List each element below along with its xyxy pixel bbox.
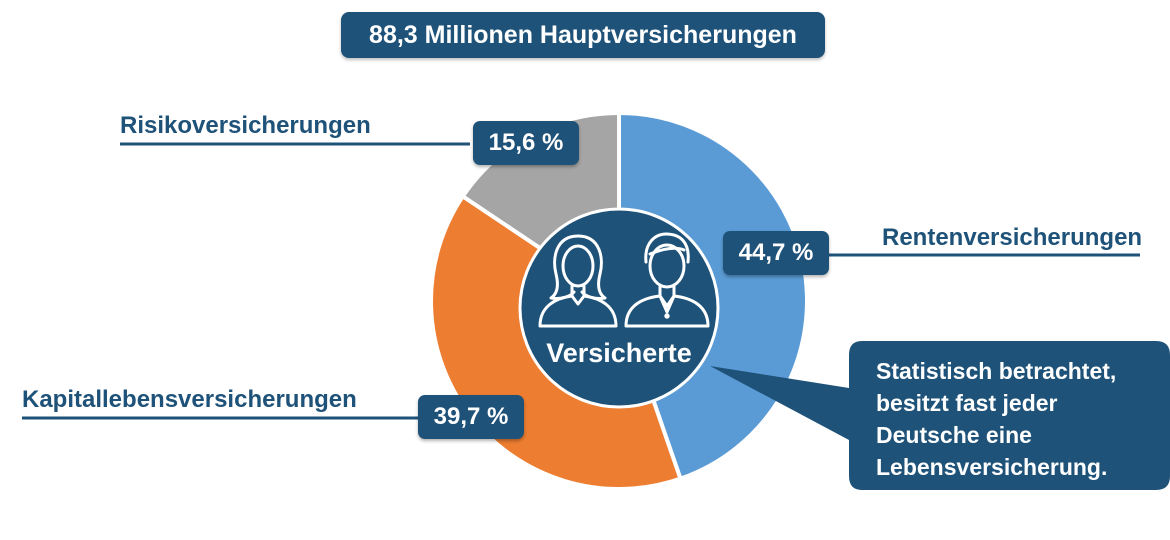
category-label-risiko: Risikoversicherungen bbox=[120, 112, 371, 139]
callout-line-3: Deutsche eine bbox=[876, 422, 1032, 448]
callout-text: Statistisch betrachtet, besitzt fast jed… bbox=[876, 355, 1156, 483]
category-label-renten: Rentenversicherungen bbox=[882, 224, 1143, 251]
chart-title: 88,3 Millionen Hauptversicherungen bbox=[341, 12, 825, 58]
woman-icon bbox=[538, 234, 618, 328]
callout-line-4: Lebensversicherung. bbox=[876, 454, 1108, 480]
value-label-risiko: 15,6 % bbox=[473, 121, 579, 165]
callout-line-2: besitzt fast jeder bbox=[876, 390, 1058, 416]
value-label-kapital: 39,7 % bbox=[418, 395, 524, 439]
value-label-renten: 44,7 % bbox=[723, 231, 829, 275]
callout-box bbox=[710, 341, 1170, 490]
man-icon bbox=[624, 232, 710, 328]
callout-line-1: Statistisch betrachtet, bbox=[876, 358, 1117, 384]
center-circle bbox=[518, 207, 720, 409]
center-label: Versicherte bbox=[546, 338, 692, 368]
category-label-kapital: Kapitallebensversicherungen bbox=[22, 386, 357, 413]
